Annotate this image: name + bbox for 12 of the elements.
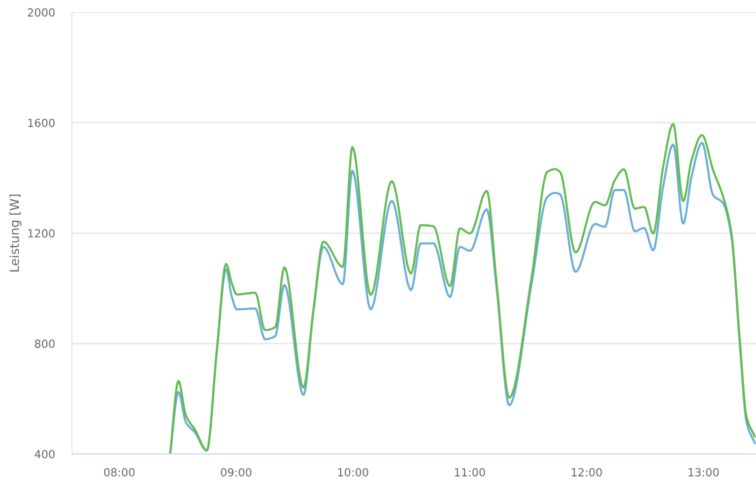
y-tick-label: 1200 [28,229,55,238]
x-tick-label: 13:00 [688,468,719,476]
x-tick-label: 11:00 [454,468,486,476]
y-axis-title: Leistung [W] [9,194,22,272]
x-tick-label: 09:00 [220,468,252,476]
y-tick-label: 400 [34,450,55,458]
x-tick-label: 08:00 [104,468,135,476]
x-tick-label: 10:00 [338,468,368,476]
y-tick-label: 2000 [28,8,55,17]
y-tick-label: 1600 [28,118,55,128]
x-tick-label: 12:00 [572,468,602,476]
y-tick-label: 800 [34,340,55,348]
